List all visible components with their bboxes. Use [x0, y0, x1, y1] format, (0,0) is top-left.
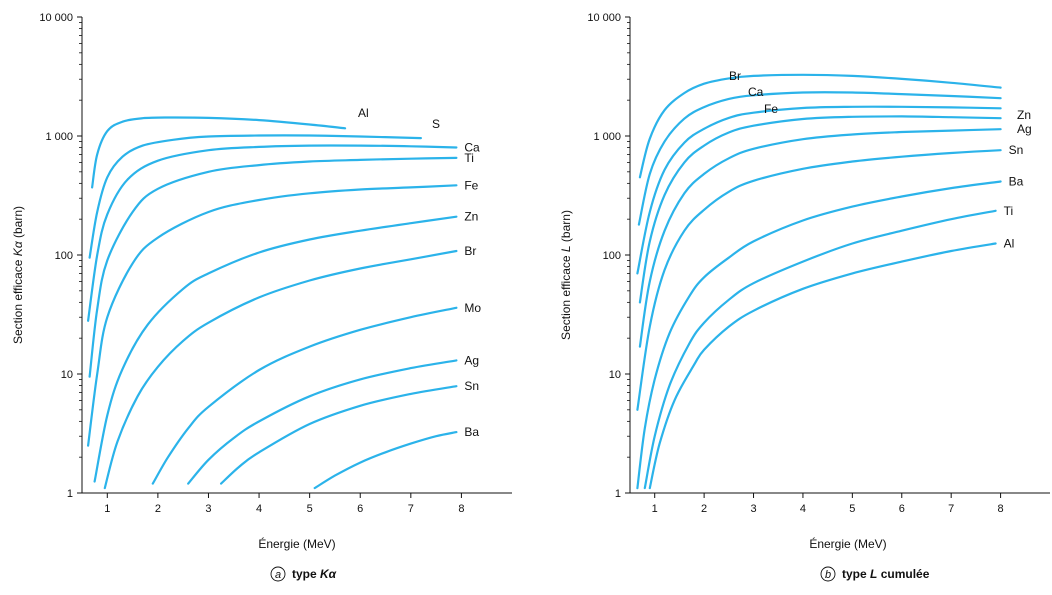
series-line-mo — [151, 306, 458, 485]
x-tick-label: 4 — [800, 503, 806, 515]
y-axis-label: Section efficace Kα (barn) — [11, 206, 25, 344]
x-tick-label: 6 — [357, 503, 363, 515]
series-label-sn: Sn — [1009, 143, 1024, 157]
series-label-al: Al — [358, 106, 369, 120]
series-label-fe: Fe — [764, 102, 778, 116]
caption-prefix: type — [842, 567, 870, 581]
x-axis-label: Énergie (MeV) — [809, 536, 886, 551]
series-label-ca: Ca — [748, 85, 764, 99]
y-tick-label: 100 — [603, 250, 621, 262]
caption-italic: Kα — [320, 567, 337, 581]
series-line-al — [91, 116, 347, 189]
y-tick-label: 1 — [67, 488, 73, 500]
series-label-br: Br — [464, 244, 476, 258]
series-label-zn: Zn — [1017, 108, 1031, 122]
x-tick-label: 8 — [998, 503, 1004, 515]
series-line-ti — [643, 209, 997, 490]
x-tick-label: 5 — [307, 503, 313, 515]
series-line-al — [648, 242, 997, 490]
series-line-fe — [87, 184, 458, 447]
y-axis-label-part: Section efficace — [11, 256, 25, 344]
series-label-ti: Ti — [464, 151, 474, 165]
series-label-ba: Ba — [1009, 174, 1024, 188]
chart-caption: type L cumulée — [842, 567, 930, 581]
series-line-fe — [636, 105, 1002, 275]
series-line-br — [638, 73, 1002, 179]
series-label-br: Br — [729, 69, 741, 83]
chart-caption: type Kα — [292, 567, 337, 581]
series-line-zn — [93, 215, 458, 483]
y-tick-label: 10 000 — [587, 12, 621, 24]
series-line-zn — [638, 115, 1002, 304]
series-line-br — [103, 249, 458, 490]
series-line-ca — [637, 91, 1002, 226]
caption-letter: a — [275, 569, 281, 581]
caption-circle — [820, 566, 836, 582]
series-label-ca: Ca — [464, 141, 480, 155]
series-line-ag — [638, 128, 1002, 348]
y-tick-label: 100 — [55, 250, 73, 262]
series-label-ag: Ag — [1017, 122, 1032, 136]
y-tick-label: 10 — [609, 369, 621, 381]
x-tick-label: 2 — [701, 503, 707, 515]
y-tick-label: 1 — [615, 488, 621, 500]
series-label-mo: Mo — [464, 301, 481, 315]
y-axis-label-part: (barn) — [559, 210, 573, 245]
series-label-ag: Ag — [464, 353, 479, 367]
y-tick-label: 1 000 — [45, 131, 73, 143]
x-tick-label: 7 — [948, 503, 954, 515]
y-axis-label-part: Section efficace — [559, 252, 573, 340]
x-tick-label: 7 — [408, 503, 414, 515]
x-tick-label: 1 — [104, 503, 110, 515]
series-label-ba: Ba — [464, 425, 479, 439]
caption-italic: L — [870, 567, 877, 581]
series-label-zn: Zn — [464, 210, 478, 224]
y-tick-label: 1 000 — [593, 131, 621, 143]
x-tick-label: 3 — [205, 503, 211, 515]
series-line-ti — [88, 156, 458, 378]
caption-suffix: cumulée — [877, 567, 929, 581]
series-line-ba — [313, 431, 458, 490]
x-tick-label: 2 — [155, 503, 161, 515]
y-tick-label: 10 — [61, 369, 73, 381]
x-axis-label: Énergie (MeV) — [258, 536, 335, 551]
series-line-sn — [636, 149, 1002, 411]
series-label-fe: Fe — [464, 178, 478, 192]
y-tick-label: 10 000 — [39, 12, 73, 24]
x-tick-label: 3 — [750, 503, 756, 515]
series-label-al: Al — [1004, 236, 1015, 250]
y-axis-label-part: (barn) — [11, 206, 25, 241]
series-line-ca — [87, 144, 458, 322]
x-tick-label: 8 — [458, 503, 464, 515]
caption-letter: b — [825, 569, 831, 581]
series-label-ti: Ti — [1004, 204, 1014, 218]
series-label-s: S — [432, 117, 440, 131]
series-line-ba — [636, 180, 1002, 490]
x-tick-label: 4 — [256, 503, 262, 515]
chart-panel-a: 1 10 100 1 000 10 000 1 2 3 4 5 6 7 8 Énergie (MeV) Se… — [11, 12, 512, 582]
caption-circle — [270, 566, 286, 582]
x-tick-label: 6 — [899, 503, 905, 515]
y-axis-label-part: L — [559, 245, 573, 252]
y-axis-label-part: Kα — [11, 240, 25, 256]
series-line-ag — [187, 359, 458, 485]
chart-panel-b: 1 10 100 1 000 10 000 1 2 3 4 5 6 7 8 Énergie (MeV) Se… — [559, 12, 1050, 582]
series-line-s — [88, 134, 422, 259]
caption-prefix: type — [292, 567, 320, 581]
x-tick-label: 1 — [652, 503, 658, 515]
series-label-sn: Sn — [464, 379, 479, 393]
y-axis-label: Section efficace L (barn) — [559, 210, 573, 340]
series-line-sn — [220, 385, 458, 485]
x-tick-label: 5 — [849, 503, 855, 515]
